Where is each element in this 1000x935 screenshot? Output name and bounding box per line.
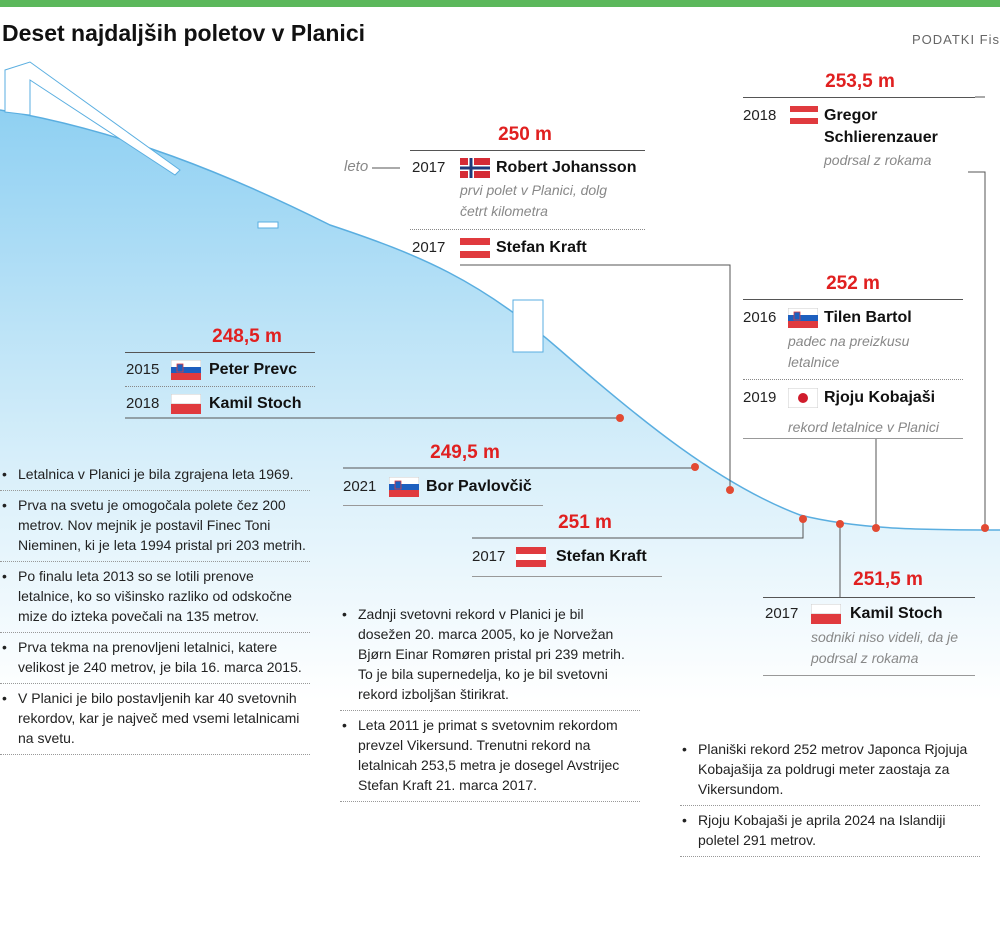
note-item: Prva tekma na prenovljeni letalnici, kat… [0, 633, 310, 684]
distance: 253,5 m [825, 71, 895, 92]
note: prvi polet v Planici, dolg četrt kilomet… [460, 182, 608, 219]
distance: 251 m [558, 512, 612, 533]
flag [171, 394, 201, 414]
distance: 248,5 m [212, 326, 282, 347]
title: Deset najdaljših poletov v Planici [2, 20, 366, 46]
name: Tilen Bartol [824, 309, 912, 326]
flag [790, 106, 818, 124]
year: 2018 [126, 395, 160, 412]
name: Peter Prevc [209, 361, 298, 378]
note-item: Letalnica v Planici je bila zgrajena let… [0, 460, 310, 491]
note: sodniki niso videli, da je podrsal z rok… [811, 629, 959, 666]
distance: 252 m [826, 273, 880, 294]
year: 2021 [343, 478, 377, 495]
rule [743, 299, 963, 300]
year: 2018 [743, 107, 777, 124]
flag [460, 238, 490, 258]
year: 2017 [412, 239, 446, 256]
name: Stefan Kraft [556, 548, 647, 565]
note-item: Prva na svetu je omogočala polete čez 20… [0, 491, 310, 562]
separator [410, 229, 645, 230]
name: Bor Pavlovčič [426, 478, 532, 495]
axis-label: leto [344, 158, 369, 175]
notes-middle: Zadnji svetovni rekord v Planici je bil … [340, 600, 640, 802]
flag [171, 360, 201, 380]
rule [763, 675, 975, 676]
name: Stefan Kraft [496, 239, 587, 256]
year: 2017 [472, 548, 506, 565]
distance: 249,5 m [430, 442, 500, 463]
name: Robert Johansson [496, 159, 637, 176]
flag [516, 547, 546, 567]
separator [125, 386, 315, 387]
rule [743, 97, 975, 98]
name: Kamil Stoch [850, 605, 943, 622]
name: Gregor Schlierenzauer [824, 107, 938, 146]
flag [389, 477, 419, 497]
note: padec na preizkusu letalnice [788, 333, 910, 370]
rule [410, 150, 645, 151]
note-item: Leta 2011 je primat s svetovnim rekordom… [340, 711, 640, 802]
note-item: Zadnji svetovni rekord v Planici je bil … [340, 600, 640, 711]
flag [788, 308, 818, 328]
rule [743, 438, 963, 439]
notes-left: Letalnica v Planici je bila zgrajena let… [0, 460, 310, 755]
note-item: Rjoju Kobajaši je aprila 2024 na Islandi… [680, 806, 980, 857]
flag [460, 158, 490, 178]
rule [343, 505, 543, 506]
note-item: Planiški rekord 252 metrov Japonca Rjoju… [680, 735, 980, 806]
flag [788, 388, 818, 408]
flag [811, 604, 841, 624]
name: Kamil Stoch [209, 395, 302, 412]
year: 2017 [412, 159, 446, 176]
distance: 251,5 m [853, 569, 923, 590]
source: PODATKI Fis [911, 32, 1000, 47]
note-item: V Planici je bilo postavljenih kar 40 sv… [0, 684, 310, 755]
note: rekord letalnice v Planici [788, 419, 939, 435]
notes-right: Planiški rekord 252 metrov Japonca Rjoju… [680, 735, 980, 857]
year: 2019 [743, 389, 777, 406]
rule [125, 352, 315, 353]
rule [472, 576, 662, 577]
name: Rjoju Kobajaši [824, 389, 936, 406]
distance: 250 m [498, 124, 552, 145]
year: 2015 [126, 361, 160, 378]
note: podrsal z rokama [824, 152, 932, 168]
rule [763, 597, 975, 598]
year: 2017 [765, 605, 799, 622]
separator [743, 379, 963, 380]
note-item: Po finalu leta 2013 so se lotili prenove… [0, 562, 310, 633]
year: 2016 [743, 309, 777, 326]
